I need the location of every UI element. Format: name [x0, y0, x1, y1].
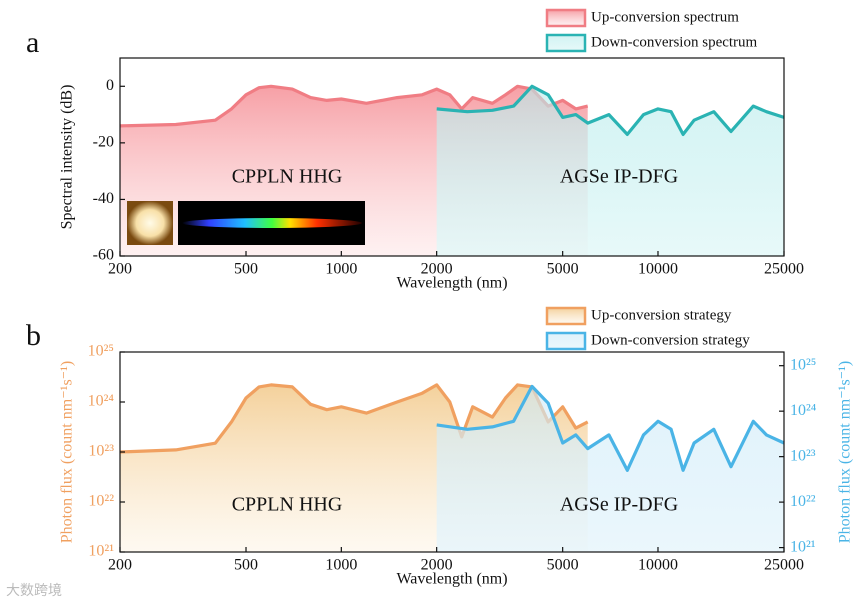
x-tick-label: 5000 — [547, 261, 579, 278]
legend-label: Up-conversion strategy — [591, 307, 732, 323]
legend-label: Down-conversion strategy — [591, 332, 750, 348]
x-axis-label: Wavelength (nm) — [396, 275, 507, 292]
x-axis-label: Wavelength (nm) — [396, 571, 507, 588]
x-tick-label: 500 — [234, 557, 258, 574]
x-tick-label: 25000 — [764, 261, 804, 278]
y2-tick-label: 10²¹ — [790, 538, 816, 555]
legend-swatch — [545, 8, 587, 28]
annotation: CPPLN HHG — [232, 166, 343, 188]
y-tick-label: 10²⁵ — [88, 343, 114, 360]
area-fill — [436, 86, 784, 256]
series-line — [119, 383, 589, 454]
x-tick-label: 200 — [108, 557, 132, 574]
y-axis-label: Spectral intensity (dB) — [59, 85, 76, 230]
inset-glow — [127, 201, 173, 245]
legend-label: Down-conversion spectrum — [591, 34, 758, 50]
x-tick-label: 1000 — [325, 261, 357, 278]
plot-frame — [119, 57, 785, 257]
panel-label: a — [26, 26, 39, 59]
legend-label: Up-conversion spectrum — [591, 9, 739, 25]
panel-label: b — [26, 319, 41, 352]
x-tick-label: 10000 — [638, 557, 678, 574]
y-tick-label: 10²¹ — [88, 543, 114, 560]
series-line — [436, 84, 785, 136]
inset-spectrum-band — [182, 218, 362, 228]
annotation: AGSe IP-DFG — [560, 494, 678, 516]
y-tick-label: 10²⁴ — [88, 393, 115, 410]
annotation: CPPLN HHG — [232, 494, 343, 516]
legend-swatch — [545, 33, 587, 53]
annotation: AGSe IP-DFG — [560, 166, 678, 188]
y2-tick-label: 10²⁵ — [790, 356, 816, 373]
legend-swatch — [545, 306, 587, 326]
x-tick-label: 25000 — [764, 557, 804, 574]
y2-tick-label: 10²⁴ — [790, 402, 817, 419]
y2-tick-label: 10²² — [790, 493, 816, 510]
y-tick-label: 0 — [106, 77, 114, 94]
y2-axis-label: Photon flux (count nm⁻¹s⁻¹) — [837, 361, 854, 543]
y-tick-label: -40 — [93, 190, 114, 207]
x-tick-label: 1000 — [325, 557, 357, 574]
watermark: 大数跨境 — [6, 583, 62, 599]
y-tick-label: -60 — [93, 247, 114, 264]
x-tick-label: 5000 — [547, 557, 579, 574]
series-line — [436, 384, 785, 472]
x-tick-label: 2000 — [421, 557, 453, 574]
x-tick-label: 10000 — [638, 261, 678, 278]
area-fill — [436, 386, 784, 552]
x-tick-label: 2000 — [421, 261, 453, 278]
y-axis-label: Photon flux (count nm⁻¹s⁻¹) — [59, 361, 76, 543]
x-tick-label: 500 — [234, 261, 258, 278]
y-tick-label: 10²³ — [88, 443, 114, 460]
y-tick-label: -20 — [93, 134, 114, 151]
y-tick-label: 10²² — [88, 493, 114, 510]
x-tick-label: 200 — [108, 261, 132, 278]
y2-tick-label: 10²³ — [790, 447, 816, 464]
legend-swatch — [545, 331, 587, 351]
